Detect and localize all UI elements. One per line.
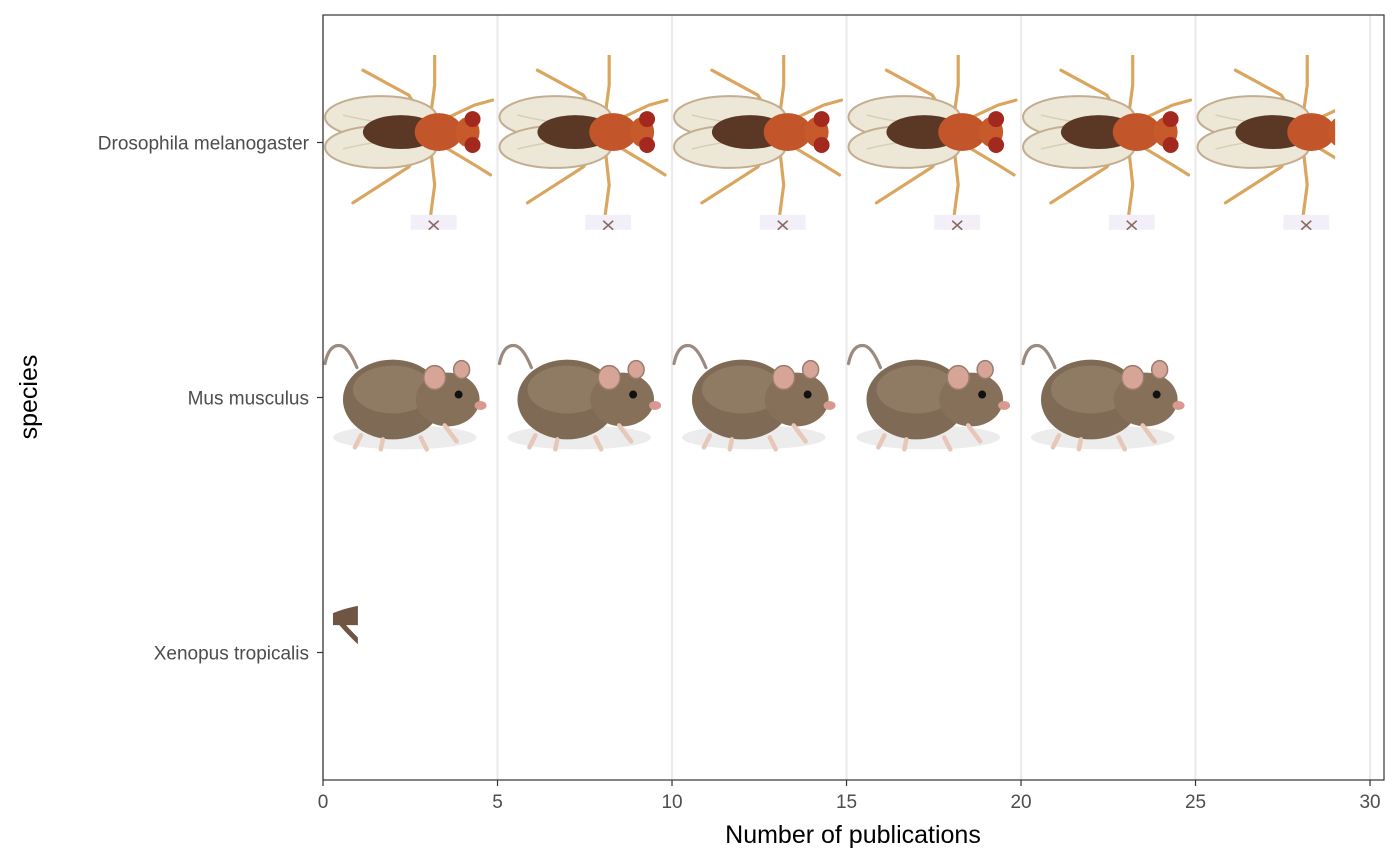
x-axis: 0 5 10 15 20 25 30 [318, 780, 1381, 813]
x-tick-label: 20 [1010, 792, 1031, 813]
y-tick-label: Xenopus tropicalis [154, 644, 309, 665]
y-tick-label: Drosophila melanogaster [98, 134, 310, 155]
x-tick-label: 0 [318, 792, 329, 813]
y-axis: Drosophila melanogaster Mus musculus Xenop… [98, 134, 323, 665]
x-tick-label: 5 [492, 792, 503, 813]
y-axis-title: species [15, 355, 43, 440]
x-tick-label: 30 [1359, 792, 1380, 813]
x-tick-label: 25 [1185, 792, 1206, 813]
y-tick-label: Mus musculus [188, 389, 309, 410]
x-axis-title: Number of publications [725, 821, 981, 849]
x-tick-label: 10 [661, 792, 682, 813]
x-tick-label: 15 [836, 792, 857, 813]
